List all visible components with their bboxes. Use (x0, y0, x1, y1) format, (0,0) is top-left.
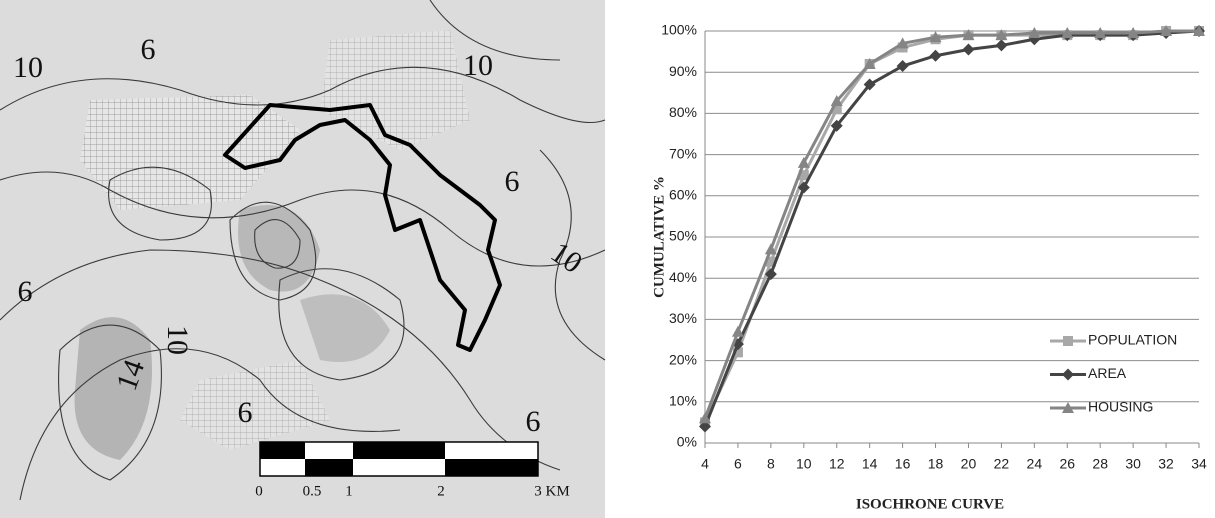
contour-label: 6 (141, 33, 156, 66)
contour-label: 6 (505, 165, 520, 198)
data-point (995, 39, 1007, 51)
y-tick-label: 10% (669, 393, 697, 409)
map: 10 6 10 6 10 6 10 14 6 6 0 0.5 1 2 3 KM (0, 0, 605, 518)
data-point (732, 326, 744, 337)
y-tick-label: 50% (669, 228, 697, 244)
x-tick-label: 8 (767, 456, 775, 472)
x-tick-label: 20 (961, 456, 977, 472)
y-tick-label: 80% (669, 104, 697, 120)
x-axis-title: ISOCHRONE CURVE (856, 496, 1004, 512)
contour-label: 10 (161, 325, 194, 355)
y-axis-title: CUMULATIVE % (651, 176, 667, 298)
data-point (897, 60, 909, 72)
scale-label: 0 (255, 483, 263, 499)
y-tick-label: 0% (677, 434, 697, 450)
x-tick-label: 30 (1125, 456, 1141, 472)
contour-label: 10 (13, 51, 43, 84)
page: 10 6 10 6 10 6 10 14 6 6 0 0.5 1 2 3 KM … (0, 0, 1215, 518)
legend-marker (1063, 336, 1073, 346)
x-tick-label: 32 (1158, 456, 1174, 472)
y-tick-label: 30% (669, 310, 697, 326)
contour-label: 10 (463, 49, 493, 82)
y-tick-label: 60% (669, 187, 697, 203)
y-tick-label: 70% (669, 145, 697, 161)
x-tick-label: 10 (796, 456, 812, 472)
x-tick-label: 16 (895, 456, 911, 472)
y-tick-label: 40% (669, 269, 697, 285)
x-tick-label: 28 (1092, 456, 1108, 472)
x-tick-label: 34 (1191, 456, 1207, 472)
x-tick-label: 12 (829, 456, 845, 472)
x-tick-label: 6 (734, 456, 742, 472)
x-tick-label: 22 (994, 456, 1010, 472)
y-tick-label: 90% (669, 63, 697, 79)
y-tick-label: 20% (669, 351, 697, 367)
contour-label: 6 (18, 275, 33, 308)
legend-label: HOUSING (1088, 399, 1153, 415)
x-tick-label: 4 (701, 456, 709, 472)
scale-label: 3 KM (534, 483, 569, 499)
legend-marker (1062, 369, 1074, 381)
legend-label: POPULATION (1088, 332, 1177, 348)
x-tick-label: 18 (928, 456, 944, 472)
data-point (930, 50, 942, 62)
contour-label: 6 (526, 405, 541, 438)
legend-label: AREA (1088, 365, 1127, 381)
scale-label: 0.5 (303, 483, 322, 499)
scale-label: 2 (437, 483, 445, 499)
data-point (962, 44, 974, 56)
x-tick-label: 26 (1059, 456, 1075, 472)
data-point (798, 157, 810, 168)
x-tick-label: 14 (862, 456, 878, 472)
contour-label: 6 (238, 396, 253, 429)
scale-label: 1 (345, 483, 353, 499)
y-tick-label: 100% (661, 22, 697, 38)
x-tick-label: 24 (1027, 456, 1043, 472)
